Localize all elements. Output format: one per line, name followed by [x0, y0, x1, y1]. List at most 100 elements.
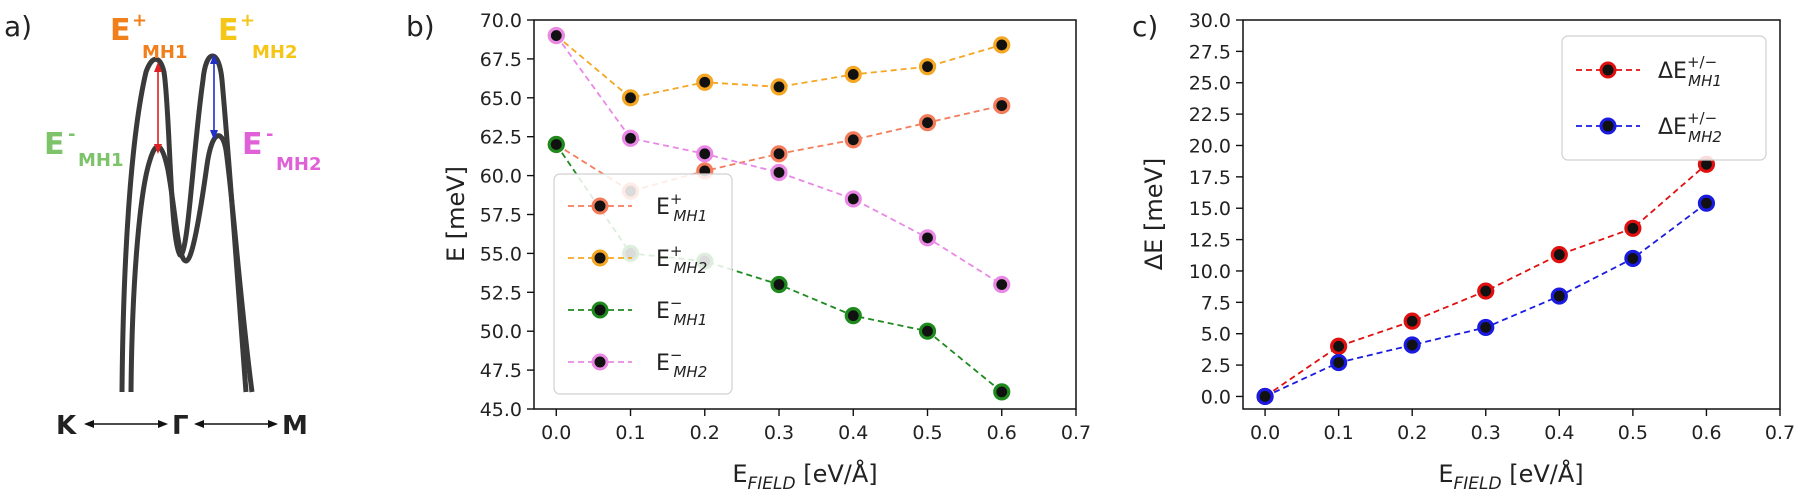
panel-b-series-0-point — [993, 96, 1011, 115]
panel-c-y-tick-label: 2.5 — [1201, 355, 1231, 377]
panel-b-series-3-point — [696, 145, 714, 163]
panel-c-legend-entry-1: ΔE+/− MH2 — [1576, 109, 1722, 146]
panel-b-series-3-point — [918, 229, 937, 247]
panel-c-series-0-point — [1330, 337, 1348, 355]
panel-c-y-tick-label: 10.0 — [1189, 261, 1231, 283]
panel-b-series-2-point — [844, 307, 862, 325]
panel-c-series-0-point — [1550, 246, 1568, 264]
panel-b-y-tick-label: 65.0 — [480, 88, 522, 110]
panel-a: a) E + MH1 E + MH2 E - MH1 — [4, 10, 322, 441]
panel-c-y-tick-label: 7.5 — [1201, 292, 1231, 314]
panel-b-series-1-point — [696, 73, 714, 91]
panel-c-y-axis-label: ΔE [meV] — [1140, 158, 1168, 271]
panel-b-chart: b) 45.0 47.5 50.0 52.5 55.0 57.5 60.0 62.5 65.0 6… — [406, 10, 1091, 494]
panel-c-x-tick-label: 0.2 — [1397, 422, 1427, 444]
panel-c-y-tick-label: 20.0 — [1189, 135, 1231, 157]
panel-c-series-0-point — [1477, 282, 1495, 300]
panel-c-x-tick-label: 0.3 — [1471, 422, 1501, 444]
panel-c-x-tick-label: 0.0 — [1250, 422, 1280, 444]
panel-b-legend: E+ MH1 E+ MH2 E− MH1 E− MH2 — [553, 173, 733, 395]
panel-b-y-axis-label: E [meV] — [442, 166, 470, 262]
band-lower-curve — [128, 133, 255, 393]
panel-c-x-tick-label: 0.4 — [1544, 422, 1574, 444]
legend-c-1-main: ΔE+/− MH2 — [1658, 109, 1722, 146]
panel-b-x-ticks: 0.0 0.1 0.2 0.3 0.4 0.5 0.6 0.7 — [541, 409, 1091, 444]
panel-b-y-tick-label: 45.0 — [480, 399, 522, 421]
panel-b-xlabel-sub: FIELD — [748, 474, 796, 494]
panel-b-series-3-point — [844, 190, 862, 208]
panel-b-series-2-point — [918, 322, 937, 340]
panel-b-y-ticks: 45.0 47.5 50.0 52.5 55.0 57.5 60.0 62.5 65.0 67.5… — [480, 10, 534, 421]
panel-b-series-1-point — [844, 65, 862, 84]
panel-c-x-ticks: 0.0 0.1 0.2 0.3 0.4 0.5 0.6 0.7 — [1250, 409, 1795, 444]
panel-b-y-tick-label: 47.5 — [480, 360, 522, 382]
panel-c-y-tick-label: 15.0 — [1189, 198, 1231, 220]
panel-c-x-tick-label: 0.7 — [1765, 422, 1795, 444]
panel-c-y-tick-label: 30.0 — [1189, 10, 1231, 32]
panel-c-series-1-point — [1624, 249, 1642, 268]
label-e-minus-mh1-sub: MH1 — [78, 150, 124, 171]
panel-b-y-tick-label: 52.5 — [480, 282, 522, 304]
panel-b-x-tick-label: 0.6 — [987, 422, 1017, 444]
mh1-splitting-arrow — [154, 62, 162, 154]
panel-b-y-tick-label: 70.0 — [480, 10, 522, 32]
panel-c-label: c) — [1132, 10, 1158, 43]
panel-b-series-1-point — [770, 78, 788, 96]
panel-c-y-tick-label: 5.0 — [1201, 324, 1231, 346]
mh2-splitting-arrow — [210, 54, 218, 140]
panel-c-series-0-point — [1403, 312, 1421, 330]
panel-b-series-0-point — [844, 131, 862, 149]
panel-c-series-1-point — [1403, 336, 1421, 354]
label-e-minus-mh1-main: E — [44, 127, 65, 162]
panel-b-y-tick-label: 55.0 — [480, 243, 522, 265]
panel-c-series-1-point — [1550, 287, 1568, 305]
panel-c-series-1-point — [1477, 318, 1495, 337]
k-point-label: K — [56, 411, 77, 441]
panel-b-series-0-point — [918, 114, 937, 132]
label-e-plus-mh2: E + MH2 — [218, 10, 298, 63]
label-e-plus-mh1-sup: + — [132, 10, 147, 31]
panel-b-series-3-point — [621, 129, 640, 147]
panel-b-x-axis-label: EFIELD [eV/Å] — [732, 459, 877, 494]
panel-b-y-tick-label: 60.0 — [480, 166, 522, 188]
panel-c-series-1-point — [1256, 387, 1274, 406]
panel-b-series-0-point — [770, 145, 788, 163]
panel-b-xlabel-main: E — [732, 460, 747, 488]
panel-c-xlabel-unit: [eV/Å] — [1502, 459, 1584, 488]
panel-c-series — [1256, 155, 1716, 406]
panel-c-legend-entry-0: ΔE+/− MH1 — [1576, 53, 1722, 90]
label-e-minus-mh2-sup: - — [266, 124, 273, 145]
panel-b-xlabel-unit: [eV/Å] — [796, 459, 878, 488]
panel-b-y-tick-label: 57.5 — [480, 205, 522, 227]
panel-b-x-tick-label: 0.1 — [615, 422, 645, 444]
gamma-point-label: Γ — [172, 411, 189, 441]
panel-b-series-3-point — [547, 26, 565, 45]
label-e-minus-mh1-sup: - — [68, 124, 75, 145]
panel-c-plot-frame — [1242, 19, 1781, 410]
legend-c-0-main: ΔE+/− MH1 — [1658, 53, 1722, 90]
panel-b-x-tick-label: 0.5 — [912, 422, 942, 444]
label-e-minus-mh2: E - MH2 — [242, 124, 322, 175]
panel-b-x-tick-label: 0.0 — [541, 422, 571, 444]
panel-c-xlabel-main: E — [1438, 460, 1453, 488]
panel-c-series-1-point — [1330, 353, 1348, 372]
panel-b-series-2-point — [993, 383, 1011, 401]
panel-b-y-tick-label: 67.5 — [480, 49, 522, 71]
panel-c-xlabel-sub: FIELD — [1454, 474, 1502, 494]
panel-b-series-1-point — [918, 58, 937, 76]
panel-b-label: b) — [406, 10, 435, 43]
panel-c-y-ticks: 0.0 2.5 5.0 7.5 10.0 12.5 15.0 17.5 20.0 22.5 25.0… — [1189, 10, 1243, 408]
panel-c-y-tick-label: 25.0 — [1189, 73, 1231, 95]
panel-c-chart: c) 0.0 2.5 5.0 7.5 10.0 12.5 15.0 17.5 20.0 22.5 2… — [1132, 10, 1795, 494]
label-e-plus-mh2-main: E — [218, 13, 239, 48]
panel-c-y-tick-label: 27.5 — [1189, 41, 1231, 63]
panel-b-y-tick-label: 50.0 — [480, 321, 522, 343]
panel-c-y-tick-label: 22.5 — [1189, 104, 1231, 126]
label-e-minus-mh2-sub: MH2 — [276, 154, 322, 175]
panel-c-x-tick-label: 0.6 — [1691, 422, 1721, 444]
label-e-plus-mh2-sup: + — [240, 10, 255, 31]
label-e-plus-mh1-sub: MH1 — [142, 42, 188, 63]
label-e-minus-mh1: E - MH1 — [44, 124, 124, 171]
panel-a-label: a) — [4, 10, 32, 43]
